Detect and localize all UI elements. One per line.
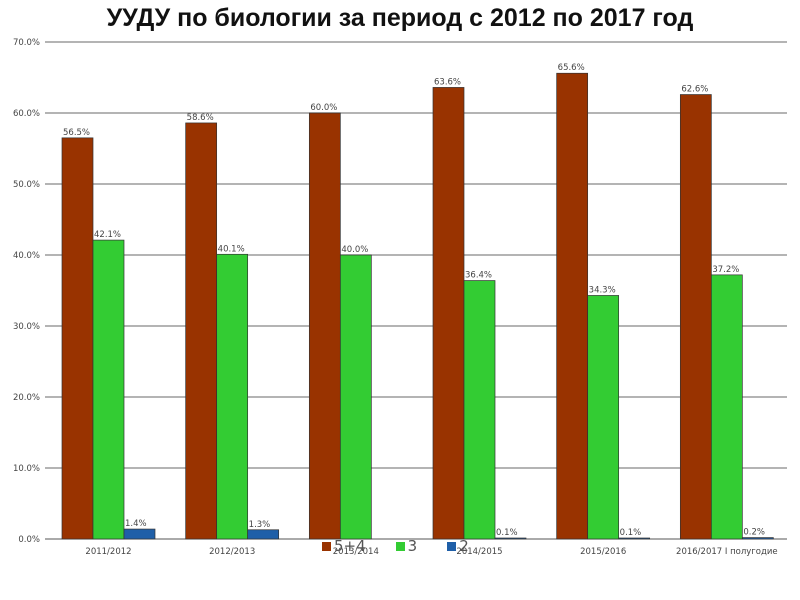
legend-swatch-2: [447, 541, 457, 551]
x-tick-label: 2011/2012: [85, 547, 131, 557]
data-label: 1.3%: [249, 520, 271, 530]
data-label: 63.6%: [434, 77, 461, 87]
legend-label-5-4: 5+4: [334, 537, 366, 555]
data-label: 60.0%: [310, 103, 337, 113]
y-tick-label: 60.0%: [13, 109, 40, 119]
y-tick-label: 40.0%: [13, 251, 40, 261]
x-tick-label: 2012/2013: [209, 547, 255, 557]
y-tick-label: 50.0%: [13, 180, 40, 190]
data-label: 0.1%: [496, 528, 518, 538]
legend-label-2: 2: [459, 537, 469, 555]
bar-3: [618, 537, 651, 540]
bar-1: [308, 112, 341, 540]
data-label: 1.4%: [125, 519, 147, 529]
bar-2: [339, 254, 372, 540]
data-label: 0.2%: [743, 528, 765, 538]
x-tick-label: 2015/2016: [580, 547, 626, 557]
bar-1: [61, 137, 94, 540]
data-label: 62.6%: [681, 85, 708, 95]
x-tick-label: 2016/2017 I полугодие: [676, 547, 778, 557]
legend: 5+4 3 2: [322, 536, 499, 556]
bar-1: [432, 87, 465, 540]
data-label: 42.1%: [94, 230, 121, 240]
bar-3: [123, 528, 156, 540]
data-label: 56.5%: [63, 128, 90, 138]
bar-2: [216, 253, 249, 540]
data-label: 40.1%: [218, 244, 245, 254]
data-label: 40.0%: [341, 245, 368, 255]
data-label: 0.1%: [620, 528, 642, 538]
y-tick-label: 20.0%: [13, 393, 40, 403]
data-label: 36.4%: [465, 271, 492, 281]
bar-1: [185, 122, 218, 540]
bar-3: [247, 529, 280, 540]
legend-swatch-3: [395, 541, 405, 551]
bar-3: [494, 537, 527, 540]
x-tick-label: 2014/2015: [456, 547, 502, 557]
bar-1: [556, 72, 589, 540]
chart-title: УУДУ по биологии за период с 2012 по 201…: [106, 4, 694, 32]
legend-label-3: 3: [407, 537, 418, 555]
data-label: 65.6%: [558, 63, 585, 73]
legend-item-2: 2: [447, 537, 469, 555]
bar-2: [587, 295, 620, 540]
bar-2: [92, 239, 125, 540]
y-tick-label: 0.0%: [18, 535, 40, 545]
data-label: 34.3%: [589, 285, 616, 295]
y-tick-label: 70.0%: [13, 38, 40, 48]
bar-2: [710, 274, 743, 540]
data-label: 37.2%: [712, 265, 739, 275]
data-label: 58.6%: [187, 113, 214, 123]
legend-item-3: 3: [395, 537, 418, 555]
y-tick-label: 30.0%: [13, 322, 40, 332]
legend-item-5-4: 5+4: [322, 537, 366, 555]
bar-1: [679, 94, 712, 540]
legend-swatch-5-4: [322, 541, 331, 551]
x-tick-label: 2013/2014: [333, 547, 379, 557]
bar-2: [463, 280, 496, 540]
bar-3: [741, 537, 774, 540]
y-tick-label: 10.0%: [13, 464, 40, 474]
